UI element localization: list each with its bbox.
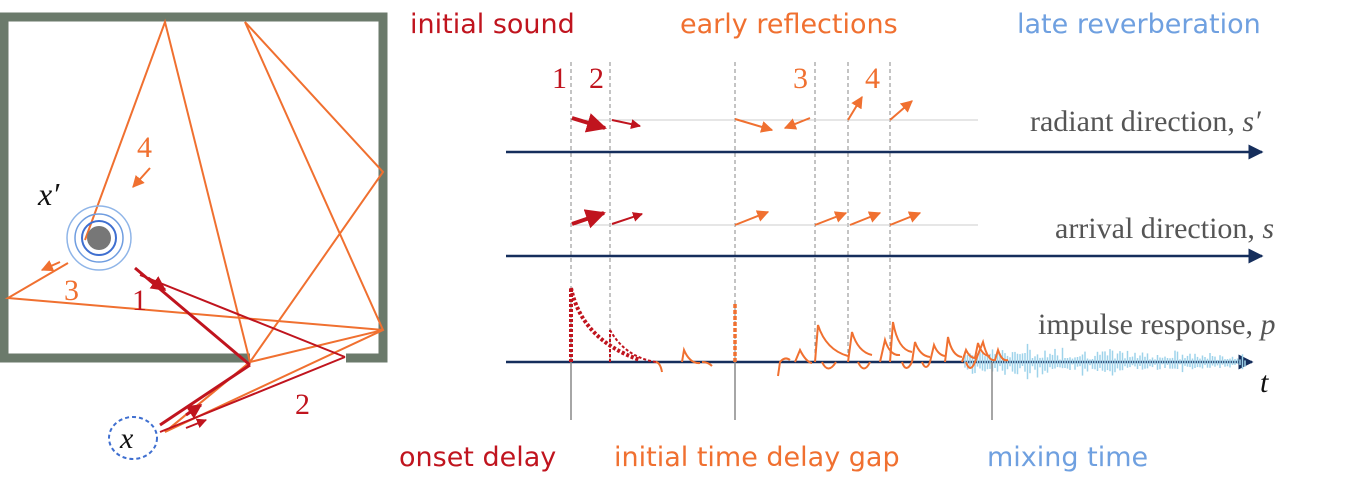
label-early-reflections: early reflections xyxy=(680,9,898,40)
path-label-1: 1 xyxy=(132,284,147,317)
label-initial-time-delay-gap: initial time delay gap xyxy=(614,442,900,473)
peak-number-1: 1 xyxy=(552,62,567,95)
room-diagram: x′ x 1 2 3 4 xyxy=(0,12,388,460)
source-label: x′ xyxy=(37,176,60,212)
baselines xyxy=(575,119,978,226)
radiant-direction-arrows xyxy=(571,95,913,133)
initial-sound-peaks xyxy=(569,287,657,363)
impulse-response-label: impulse response, p xyxy=(1038,308,1275,341)
room-walls xyxy=(0,12,388,363)
path-label-4: 4 xyxy=(137,131,152,164)
listener-label: x xyxy=(119,422,134,455)
arrival-direction-label: arrival direction, s xyxy=(1055,212,1274,245)
path-label-3: 3 xyxy=(64,274,79,307)
radiant-direction-label: radiant direction, s′ xyxy=(1030,105,1261,138)
initial-sound-paths xyxy=(134,266,346,433)
arrival-direction-arrows xyxy=(571,209,922,229)
label-onset-delay: onset delay xyxy=(399,442,556,473)
early-reflection-peaks xyxy=(653,302,1009,377)
label-late-reverberation: late reverberation xyxy=(1017,9,1261,40)
label-initial-sound: initial sound xyxy=(410,9,575,40)
peak-number-3: 3 xyxy=(793,62,808,95)
time-axis-label: t xyxy=(1260,366,1269,399)
time-markers xyxy=(570,362,993,420)
peak-number-2: 2 xyxy=(589,62,604,95)
late-reverberation-wave xyxy=(964,343,1246,380)
early-reflection-paths xyxy=(4,18,385,433)
sound-source xyxy=(66,205,132,271)
listener xyxy=(108,416,158,460)
peak-number-4: 4 xyxy=(865,62,880,95)
event-guides xyxy=(570,62,891,362)
label-mixing-time: mixing time xyxy=(987,442,1148,473)
path-label-2: 2 xyxy=(295,388,310,421)
